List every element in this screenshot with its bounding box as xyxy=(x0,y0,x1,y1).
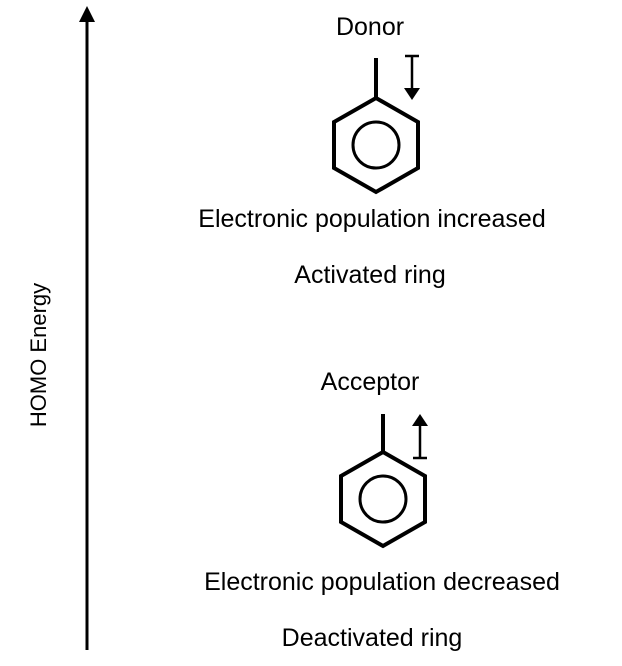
donor-benzene xyxy=(332,58,420,195)
donor-label: Donor xyxy=(336,13,404,41)
donor-line: Electronic population increased xyxy=(198,205,545,233)
acceptor-benzene xyxy=(339,414,427,549)
axis-arrowhead xyxy=(79,6,95,22)
acceptor-line: Electronic population decreased xyxy=(204,568,560,596)
donor-line: Activated ring xyxy=(294,261,445,289)
acceptor-line: Deactivated ring xyxy=(282,624,463,652)
donor-arrow xyxy=(404,54,420,100)
axis-label: HOMO Energy xyxy=(26,283,51,427)
acceptor-label: Acceptor xyxy=(321,368,420,396)
acceptor-arrow xyxy=(412,414,428,460)
